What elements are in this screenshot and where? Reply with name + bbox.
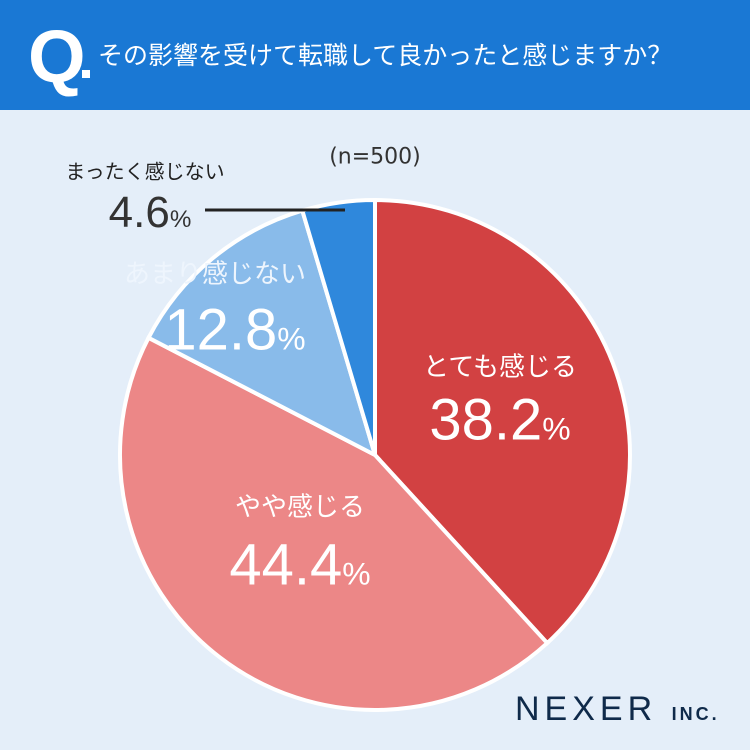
slice-category-label: とても感じる xyxy=(423,352,577,383)
sample-size: (n=500) xyxy=(329,144,421,170)
pie-slice xyxy=(373,197,632,646)
pie-slice xyxy=(118,335,551,712)
nexer-logo: NEXER INC. xyxy=(515,690,720,729)
slice-category-label: まったく感じない xyxy=(65,159,225,184)
question-title: その影響を受けて転職して良かったと感じますか？ xyxy=(98,41,673,70)
slice-category-label: やや感じる xyxy=(234,492,366,523)
slice-value-label: 44.4% xyxy=(229,532,371,598)
q-dot xyxy=(82,70,90,78)
slice-value-label: 38.2% xyxy=(429,387,571,453)
question-header: Q その影響を受けて転職して良かったと感じますか？ xyxy=(0,0,750,110)
logo-main: NEXER xyxy=(515,690,658,728)
slice-category-label: あまり感じない xyxy=(123,259,307,290)
slice-value-label: 4.6% xyxy=(108,188,192,237)
logo-sub: INC. xyxy=(671,704,720,724)
slice-value-label: 12.8% xyxy=(164,297,306,363)
q-mark: Q xyxy=(28,15,86,98)
pie-slice xyxy=(145,208,379,459)
